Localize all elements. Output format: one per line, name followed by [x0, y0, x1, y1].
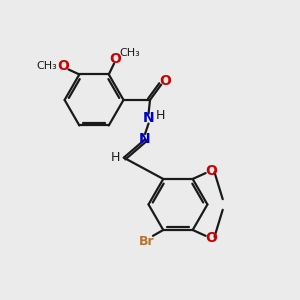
Text: O: O	[205, 164, 217, 178]
Text: O: O	[159, 74, 171, 88]
Text: Br: Br	[139, 235, 154, 248]
Text: CH₃: CH₃	[37, 61, 57, 70]
Text: O: O	[109, 52, 121, 66]
Text: O: O	[205, 231, 217, 245]
Text: N: N	[143, 111, 154, 125]
Text: H: H	[156, 109, 166, 122]
Text: N: N	[139, 132, 151, 146]
Text: H: H	[111, 151, 120, 164]
Text: CH₃: CH₃	[120, 48, 140, 58]
Text: O: O	[57, 59, 69, 74]
